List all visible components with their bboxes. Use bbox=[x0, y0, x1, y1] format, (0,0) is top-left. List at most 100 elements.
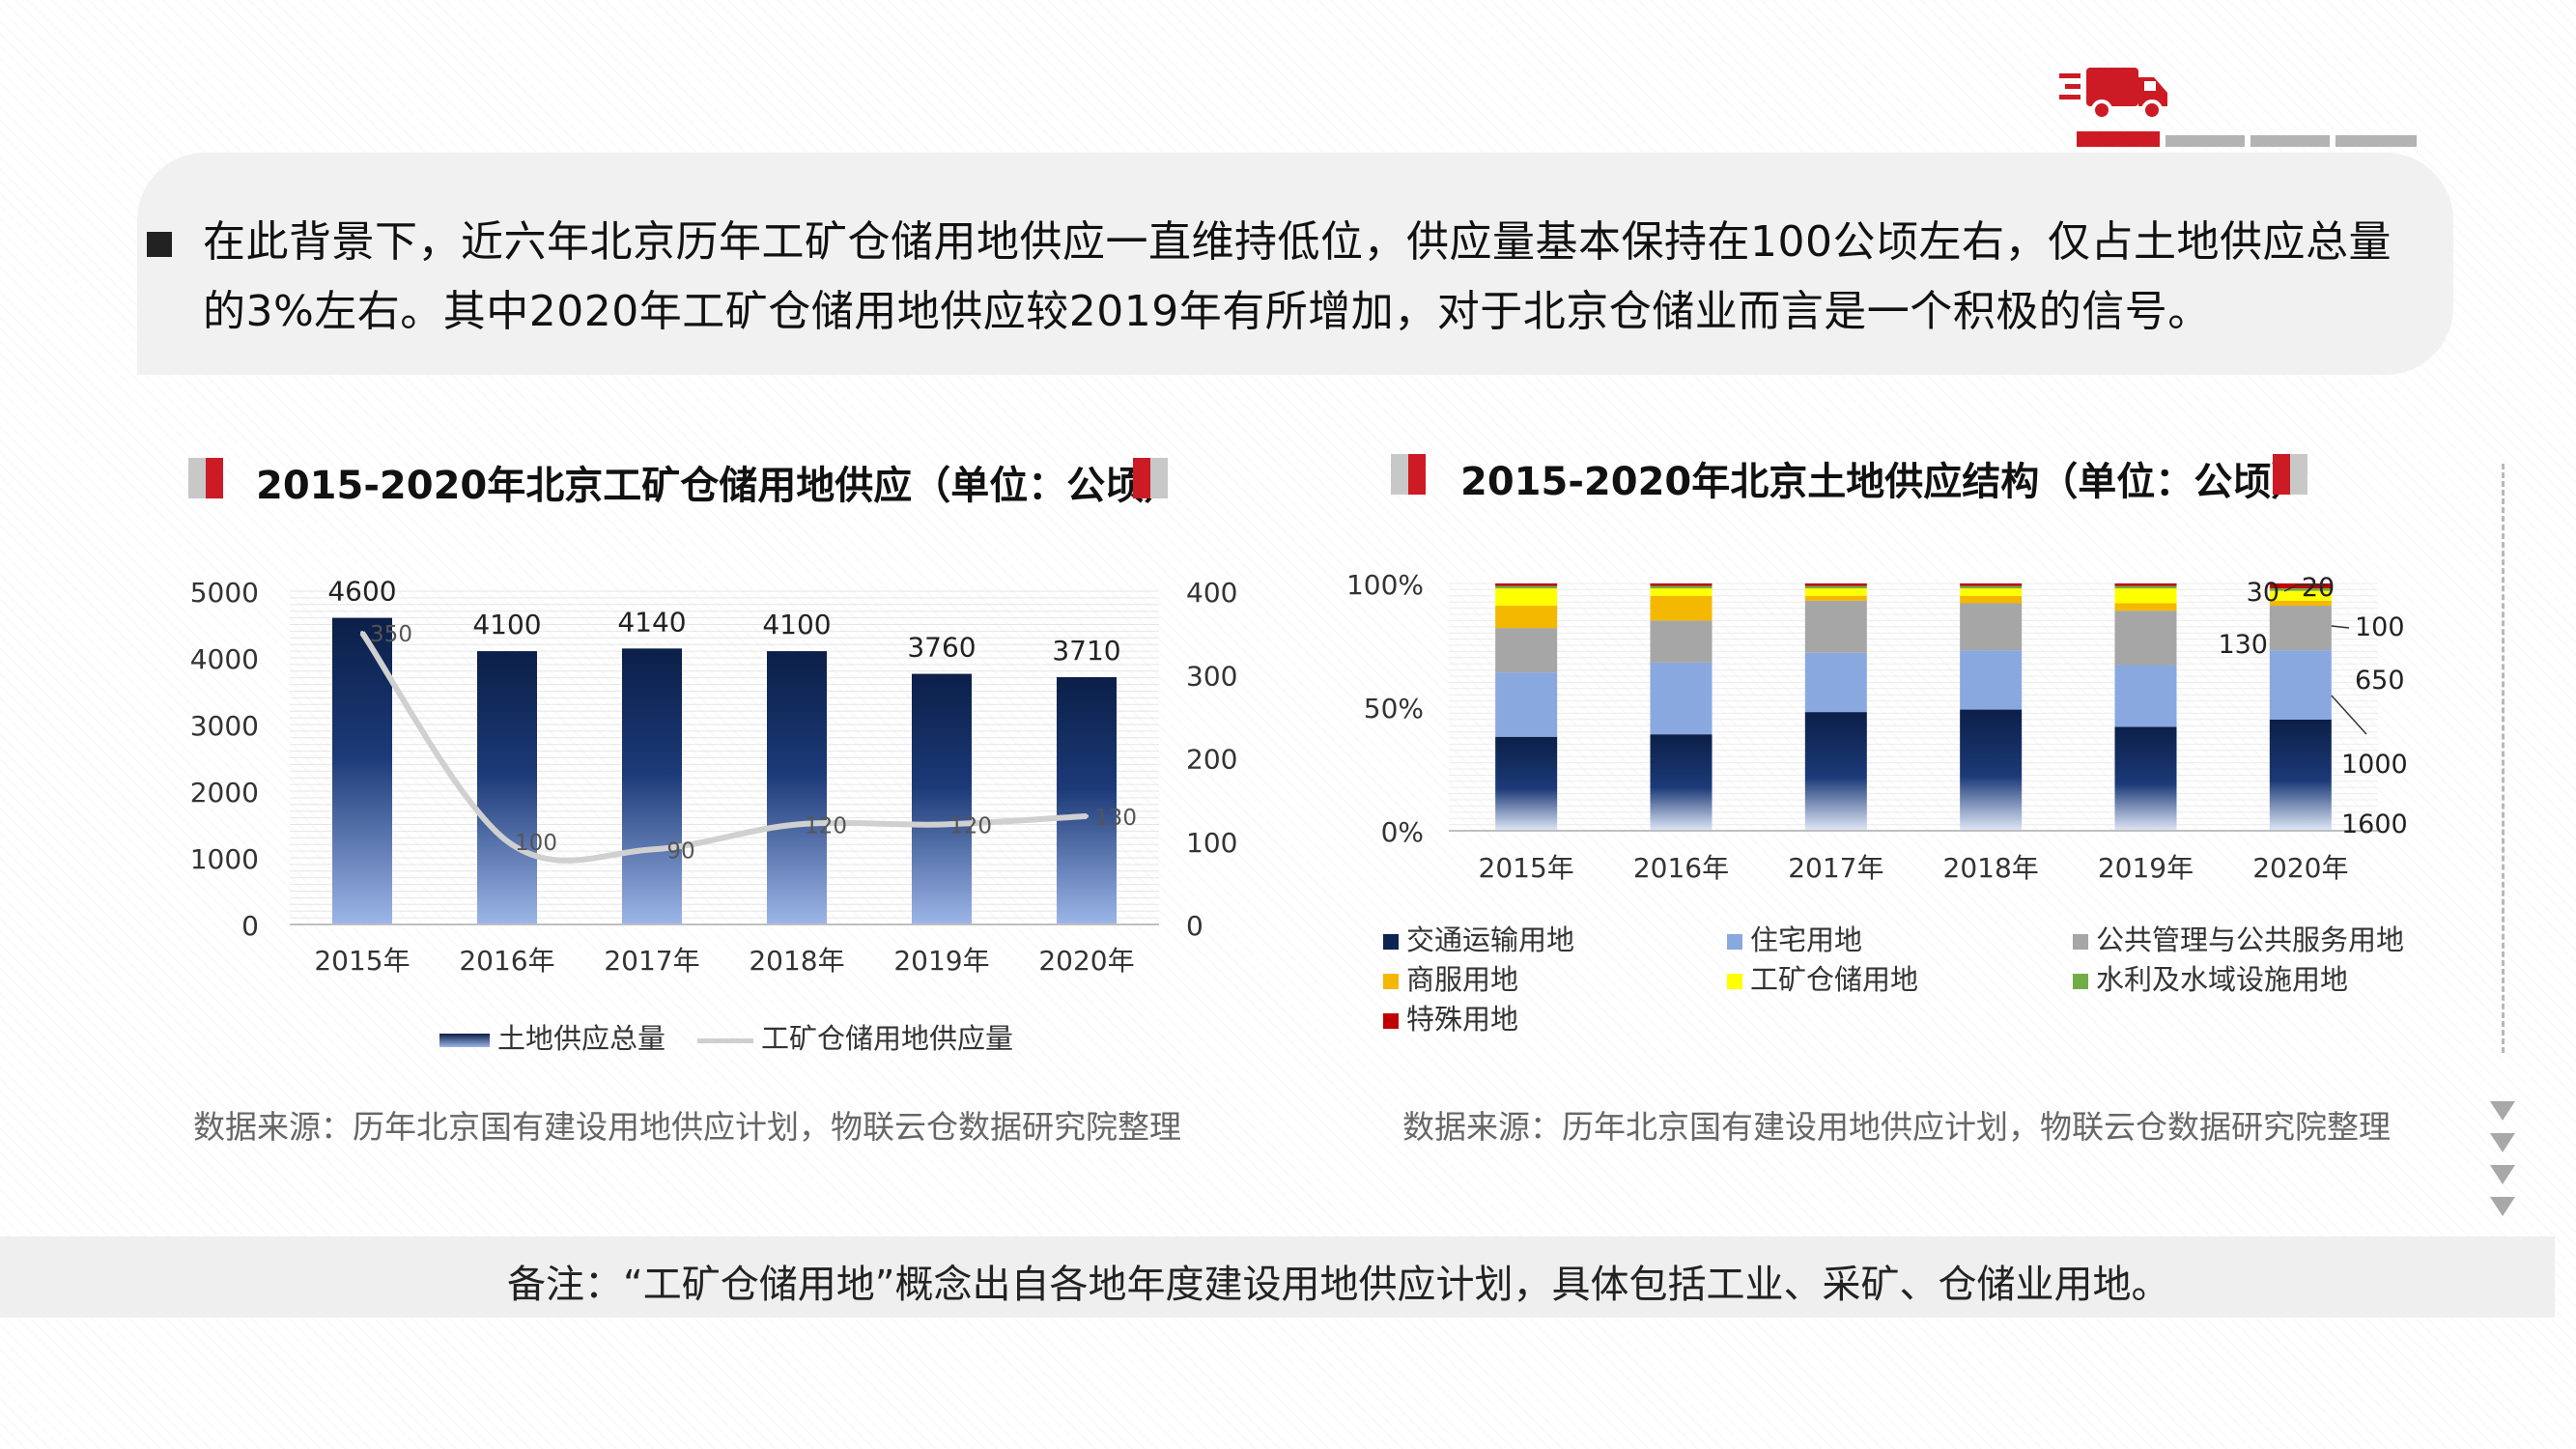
summary-text: 在此背景下，近六年北京历年工矿仓储用地供应一直维持低位，供应量基本保持在100公… bbox=[203, 217, 2392, 336]
line-point bbox=[1085, 813, 1089, 818]
legend-item: 商服用地 bbox=[1383, 957, 1518, 998]
line-point bbox=[650, 847, 654, 852]
legend-swatch bbox=[2073, 974, 2088, 989]
right-y-tick-label: 400 bbox=[1186, 577, 1237, 609]
land-total-bar bbox=[767, 651, 827, 924]
note-strip bbox=[0, 1236, 2555, 1318]
stack-segment bbox=[1804, 652, 1867, 713]
left-y-tick-label: 2000 bbox=[190, 777, 259, 809]
y-tick-label: 0% bbox=[1381, 816, 1424, 848]
annotation-label: 100 bbox=[2355, 612, 2405, 642]
left-chart-title: 2015-2020年北京工矿仓储用地供应（单位：公顷） bbox=[256, 464, 1183, 508]
bar-value-label: 3710 bbox=[1052, 635, 1120, 667]
legend-swatch bbox=[697, 1037, 753, 1043]
line-point bbox=[505, 838, 509, 843]
land-total-bar bbox=[912, 673, 972, 924]
stack-segment bbox=[2269, 650, 2332, 720]
left-y-tick-label: 0 bbox=[241, 910, 259, 942]
stack-segment bbox=[2114, 726, 2177, 831]
legend-swatch bbox=[439, 1034, 490, 1047]
stack-segment bbox=[1495, 583, 1558, 586]
stack-segment bbox=[1650, 595, 1713, 621]
stack-segment bbox=[1960, 588, 2023, 596]
legend-industrial-storage: 工矿仓储用地供应量 bbox=[697, 1016, 1013, 1057]
legend-swatch bbox=[1383, 974, 1399, 989]
line-value-label: 100 bbox=[515, 831, 557, 856]
title-flag-icon bbox=[1391, 454, 1430, 495]
industrial-storage-line bbox=[359, 631, 1088, 864]
right-y-tick-label: 300 bbox=[1186, 660, 1237, 692]
x-tick-label: 2018年 bbox=[749, 945, 844, 977]
stack-segment bbox=[1960, 650, 2023, 710]
y-tick-label: 50% bbox=[1364, 693, 1424, 724]
title-flag-icon bbox=[188, 458, 227, 498]
stack-segment bbox=[2269, 583, 2332, 589]
x-tick-label: 2015年 bbox=[314, 945, 410, 977]
land-total-bar bbox=[477, 651, 537, 924]
delivery-truck-icon bbox=[2059, 68, 2167, 121]
x-tick-label: 2018年 bbox=[1943, 852, 2039, 884]
stack-segment bbox=[1495, 736, 1558, 831]
down-arrow-icon bbox=[2490, 1133, 2515, 1152]
stack-segment bbox=[1960, 603, 2023, 651]
stack-segment bbox=[2114, 603, 2177, 611]
stack-segment bbox=[2269, 606, 2332, 651]
stack-segment bbox=[1495, 672, 1558, 737]
x-tick-label: 2017年 bbox=[1788, 852, 1883, 884]
left-chart-source: 数据来源：历年北京国有建设用地供应计划，物联云仓数据研究院整理 bbox=[193, 1108, 1181, 1146]
legend-label: 商服用地 bbox=[1406, 963, 1519, 996]
stack-segment bbox=[1495, 606, 1558, 629]
annotation-label: 650 bbox=[2355, 666, 2405, 696]
annotation-label: 1600 bbox=[2341, 810, 2408, 839]
down-arrow-icon bbox=[2490, 1197, 2515, 1216]
annotation-label: 130 bbox=[2218, 630, 2268, 660]
line-point bbox=[360, 631, 364, 636]
annotation-label: 1000 bbox=[2341, 750, 2408, 780]
line-value-label: 90 bbox=[666, 838, 694, 864]
right-y-tick-label: 100 bbox=[1186, 827, 1237, 859]
legend-swatch bbox=[2073, 934, 2088, 950]
right-y-tick-label: 200 bbox=[1186, 744, 1237, 776]
line-value-label: 120 bbox=[949, 814, 992, 839]
bar-value-label: 4140 bbox=[617, 606, 686, 638]
stack-segment bbox=[1650, 585, 1713, 589]
title-flag-icon bbox=[1133, 458, 1172, 498]
left-y-tick-label: 1000 bbox=[190, 843, 259, 875]
x-tick-label: 2017年 bbox=[604, 945, 699, 977]
legend-item: 水利及水域设施用地 bbox=[2073, 957, 2348, 998]
stack-segment bbox=[1650, 734, 1713, 831]
bullet-square-icon bbox=[147, 232, 172, 257]
x-tick-label: 2019年 bbox=[2098, 852, 2194, 884]
stack-segment bbox=[1650, 662, 1713, 735]
land-total-bar bbox=[1057, 677, 1117, 924]
line-point bbox=[940, 822, 944, 827]
right-y-tick-label: 0 bbox=[1186, 910, 1203, 942]
stack-segment bbox=[2269, 600, 2332, 607]
legend-swatch bbox=[1727, 934, 1742, 950]
annotation-label: 20 bbox=[2302, 573, 2335, 603]
legend-item: 特殊用地 bbox=[1383, 997, 1518, 1037]
legend-item: 交通运输用地 bbox=[1383, 918, 1574, 958]
stack-segment bbox=[1650, 588, 1713, 596]
stack-segment bbox=[1960, 709, 2023, 831]
right-chart-source: 数据来源：历年北京国有建设用地供应计划，物联云仓数据研究院整理 bbox=[1402, 1108, 2391, 1146]
stack-segment bbox=[2114, 611, 2177, 666]
stack-segment bbox=[2269, 588, 2332, 591]
dashed-divider bbox=[2502, 464, 2505, 1053]
legend-land-total: 土地供应总量 bbox=[439, 1016, 665, 1057]
stack-segment bbox=[1804, 595, 1867, 601]
legend-label: 水利及水域设施用地 bbox=[2096, 963, 2349, 996]
summary-banner bbox=[137, 153, 2453, 375]
stack-segment bbox=[2114, 665, 2177, 727]
legend-item: 公共管理与公共服务用地 bbox=[2073, 918, 2404, 958]
stack-segment bbox=[1804, 600, 1867, 653]
down-arrow-icon bbox=[2490, 1165, 2515, 1184]
x-tick-label: 2016年 bbox=[1633, 852, 1729, 884]
note-text: 备注：“工矿仓储用地”概念出自各地年度建设用地供应计划，具体包括工业、采矿、仓储… bbox=[507, 1263, 2170, 1307]
land-total-bar bbox=[622, 648, 682, 924]
down-arrow-icon bbox=[2490, 1101, 2515, 1121]
stack-segment bbox=[1960, 583, 2023, 586]
leader-line bbox=[2331, 695, 2367, 735]
